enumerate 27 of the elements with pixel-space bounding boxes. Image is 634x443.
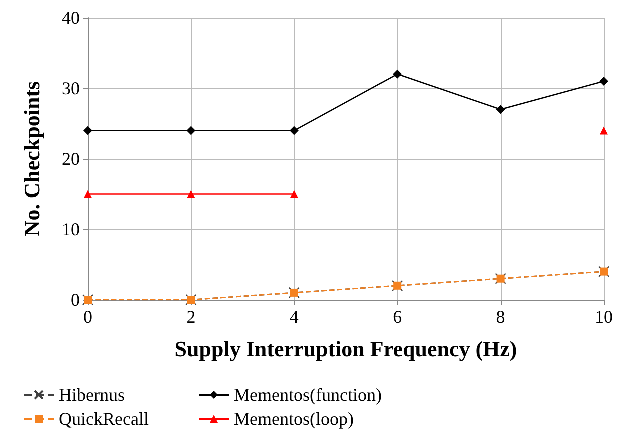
x-tick-label: 4	[290, 307, 299, 327]
y-tick-label: 40	[62, 8, 80, 28]
legend-label: QuickRecall	[59, 409, 149, 429]
y-tick-label: 20	[62, 149, 80, 169]
point	[600, 76, 608, 86]
x-axis-title: Supply Interruption Frequency (Hz)	[174, 336, 518, 362]
legend-label: Mementos(loop)	[234, 409, 354, 429]
x-tick-label: 10	[595, 307, 613, 327]
legend-label: Mementos(function)	[234, 385, 382, 405]
y-tick-label: 30	[62, 78, 80, 98]
x-tick-label: 0	[84, 307, 92, 327]
point	[393, 70, 402, 79]
y-tick-label: 10	[62, 220, 80, 240]
x-tick-label: 2	[186, 307, 196, 327]
point	[290, 190, 298, 198]
point	[84, 126, 92, 136]
x-tick-label: 8	[496, 307, 506, 327]
point	[186, 126, 196, 136]
legend-label: Hibernus	[59, 385, 125, 405]
y-tick-label: 0	[71, 290, 80, 310]
point	[187, 190, 196, 198]
point	[290, 126, 299, 136]
x-tick-label: 6	[393, 307, 402, 327]
point	[496, 105, 506, 114]
point	[84, 190, 92, 198]
y-axis-title: No. Checkpoints	[20, 80, 44, 237]
point	[600, 126, 608, 135]
